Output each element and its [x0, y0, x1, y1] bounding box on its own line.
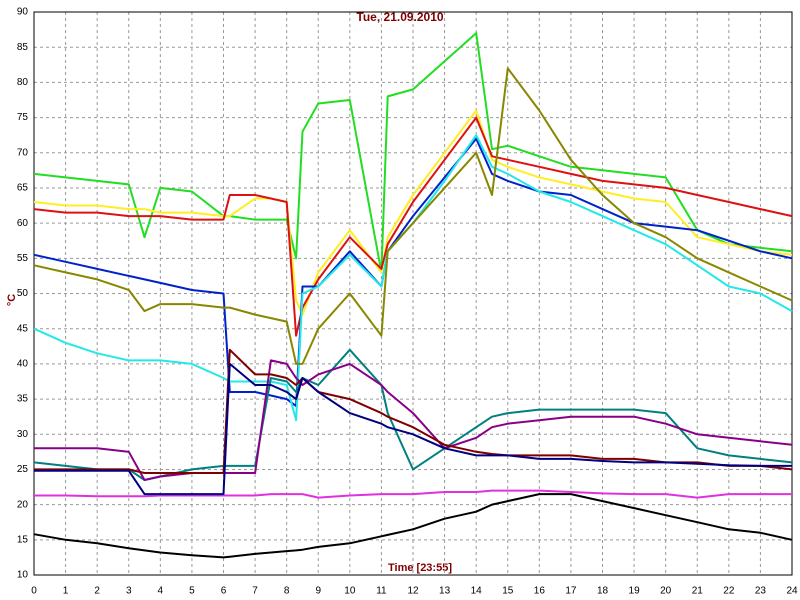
y-tick-label: 50	[17, 288, 29, 299]
x-tick-label: 13	[439, 586, 451, 597]
x-tick-label: 1	[63, 586, 69, 597]
y-tick-label: 25	[17, 464, 29, 475]
x-tick-label: 17	[565, 586, 577, 597]
x-tick-label: 8	[284, 586, 290, 597]
x-axis-label: Time [23:55]	[388, 562, 452, 574]
y-tick-label: 80	[17, 77, 29, 88]
x-tick-label: 16	[534, 586, 546, 597]
series-line	[34, 359, 793, 481]
series-line	[33, 493, 793, 559]
x-tick-label: 14	[471, 586, 483, 597]
x-tick-label: 3	[126, 586, 132, 597]
x-tick-label: 24	[786, 586, 798, 597]
x-tick-label: 11	[376, 586, 387, 597]
x-tick-label: 21	[692, 586, 704, 597]
y-tick-label: 15	[17, 534, 29, 545]
x-tick-label: 7	[252, 586, 258, 597]
y-tick-label: 10	[17, 570, 29, 581]
x-tick-label: 15	[502, 586, 514, 597]
y-tick-label: 90	[17, 7, 29, 18]
x-tick-label: 5	[189, 586, 195, 597]
series-line	[33, 137, 793, 408]
y-tick-label: 45	[17, 323, 29, 334]
series-line	[33, 134, 793, 422]
series-line	[33, 116, 793, 337]
x-tick-label: 6	[221, 586, 227, 597]
series-line	[33, 32, 793, 274]
x-tick-label: 4	[158, 586, 164, 597]
y-tick-label: 70	[17, 147, 29, 158]
x-tick-label: 0	[31, 586, 37, 597]
series-line	[34, 362, 792, 496]
x-tick-label: 23	[755, 586, 767, 597]
x-tick-label: 10	[344, 586, 356, 597]
y-tick-label: 75	[17, 112, 29, 123]
y-tick-label: 40	[17, 359, 29, 370]
y-tick-label: 30	[17, 429, 29, 440]
y-tick-label: 55	[17, 253, 29, 264]
chart-title: Tue, 21.09.2010	[356, 10, 443, 24]
y-tick-label: 20	[17, 499, 29, 510]
series-line	[34, 348, 793, 474]
plot-frame	[33, 11, 793, 576]
x-tick-label: 18	[597, 586, 609, 597]
y-tick-label: 60	[17, 218, 29, 229]
x-tick-label: 12	[407, 586, 419, 597]
y-tick-label: 85	[17, 42, 29, 53]
x-tick-label: 19	[629, 586, 641, 597]
y-axis-label: °C	[6, 294, 18, 306]
y-tick-label: 35	[17, 394, 29, 405]
series-line	[33, 109, 793, 316]
x-tick-label: 2	[94, 586, 100, 597]
series-line	[33, 67, 793, 365]
x-tick-label: 22	[723, 586, 735, 597]
y-tick-label: 65	[17, 183, 29, 194]
x-tick-label: 9	[315, 586, 321, 597]
x-tick-label: 20	[660, 586, 672, 597]
series-line	[34, 489, 792, 499]
